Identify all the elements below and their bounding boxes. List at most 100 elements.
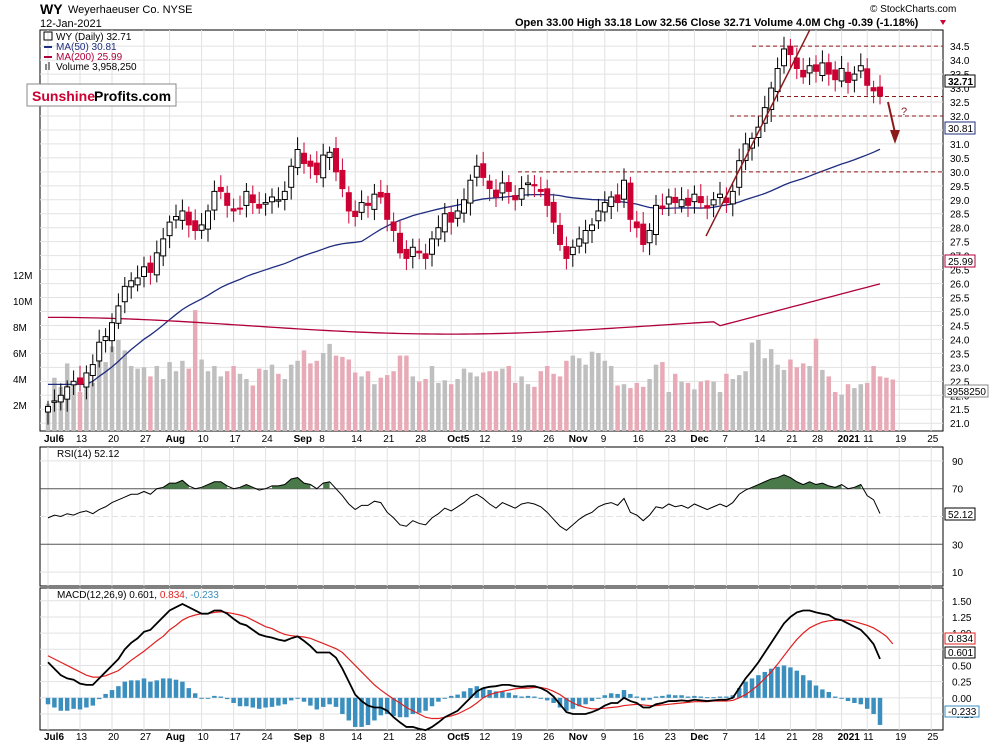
candle-body [384,192,391,220]
x-tick-label: 11 [863,732,874,743]
price-tick-label: 21.5 [950,405,970,416]
candle-body [870,87,877,92]
tag-ma200: 25.99 [944,254,976,268]
x-tick-label: 2021 [838,732,861,743]
tag-hist: -0.233 [944,705,980,718]
macd-hist-bar [327,697,332,705]
trend-line [705,29,811,237]
volume-bar [410,376,416,431]
macd-hist-bar [391,697,396,716]
copyright: © StockCharts.com [870,4,956,15]
candle-body [793,57,800,70]
volume-bar [717,392,723,431]
x-tick-label: 24 [262,434,274,445]
candle-body [544,188,551,206]
volume-bar [231,366,236,431]
macd-hist-bar [864,697,870,709]
svg-text:30.81: 30.81 [948,124,973,135]
candle-body [83,372,90,388]
x-tick-label: 21 [786,434,798,445]
macd-hist-bar [781,665,787,698]
volume-bar [743,371,748,431]
rsi-overbought-fill [163,480,189,489]
macd-hist-bar [698,696,704,698]
volume-bar [813,338,819,431]
candle-body [493,189,499,198]
candle-body [563,246,570,259]
candle-body [371,193,378,210]
ticker-symbol: WY [40,1,63,17]
macd-hist-bar [487,690,492,698]
macd-hist-bar [877,697,883,725]
macd-hist-bar [468,688,473,698]
macd-hist-bar [647,697,652,700]
macd-line [47,602,881,732]
candle-body [832,69,839,81]
x-tick-label: 16 [633,732,645,743]
volume-bar [442,380,448,431]
volume-bar [820,369,825,431]
rsi-tick-label: 30 [952,540,964,551]
price-tick-label: 28.5 [950,210,970,221]
macd-tick-label: 1.25 [952,613,972,624]
candle-body [422,253,429,259]
volume-bar [109,346,115,431]
price-tick-label: 32.0 [950,112,970,123]
macd-hist-bar [352,697,358,727]
candle-body [806,65,813,74]
macd-hist-bar [122,681,128,698]
candle-body [787,45,794,56]
volume-bar [781,369,787,431]
macd-hist-bar [692,695,697,698]
volume-bar [256,368,262,431]
rsi-label: RSI(14) 52.12 [57,449,120,460]
volume-bar [416,381,422,431]
volume-bar [660,362,665,431]
macd-hist-bar [346,697,352,721]
macd-hist-bar [359,697,364,727]
volume-bar [359,376,364,431]
volume-bar [557,376,563,431]
volume-bar [436,382,441,431]
volume-bar [314,360,320,431]
volume-bar [128,366,134,431]
macd-hist-bar [64,697,70,711]
macd-hist-bar [500,691,505,698]
volume-bar [532,386,537,431]
svg-text:25.99: 25.99 [948,257,973,268]
macd-hist-bar [820,689,825,698]
candle-body [665,196,672,205]
price-tick-label: 29.5 [950,182,970,193]
volume-bar [500,368,505,431]
volume-bar [768,349,774,431]
candle-body [569,246,576,256]
macd-hist-bar [685,696,691,698]
macd-hist-bar [423,697,428,711]
x-tick-label: 13 [76,434,88,445]
volume-bar [640,386,646,431]
candle-body [294,149,301,169]
price-tick-label: 34.0 [950,56,970,67]
volume-bar [154,366,160,431]
macd-hist-bar [231,697,236,703]
rsi-tick-label: 10 [952,568,964,579]
candle-body [390,221,397,231]
volume-bar [84,372,89,431]
macd-hist-bar [141,678,147,698]
volume-bar [461,368,467,431]
candle-body [205,210,211,230]
tag-rsi: 52.12 [944,507,976,521]
x-tick-label: 10 [198,434,210,445]
volume-bar [429,366,435,431]
volume-bar [474,376,480,431]
price-tick-label: 23.5 [950,349,970,360]
candle-body [288,165,295,188]
brand-logo: Sunshine Profits.com [26,83,177,107]
volume-bar [423,379,428,431]
macd-hist-bar [199,697,204,699]
candle-body [320,154,327,179]
ma50-line [48,148,881,386]
candle-body [813,64,819,72]
macd-hist-bar [410,697,416,714]
